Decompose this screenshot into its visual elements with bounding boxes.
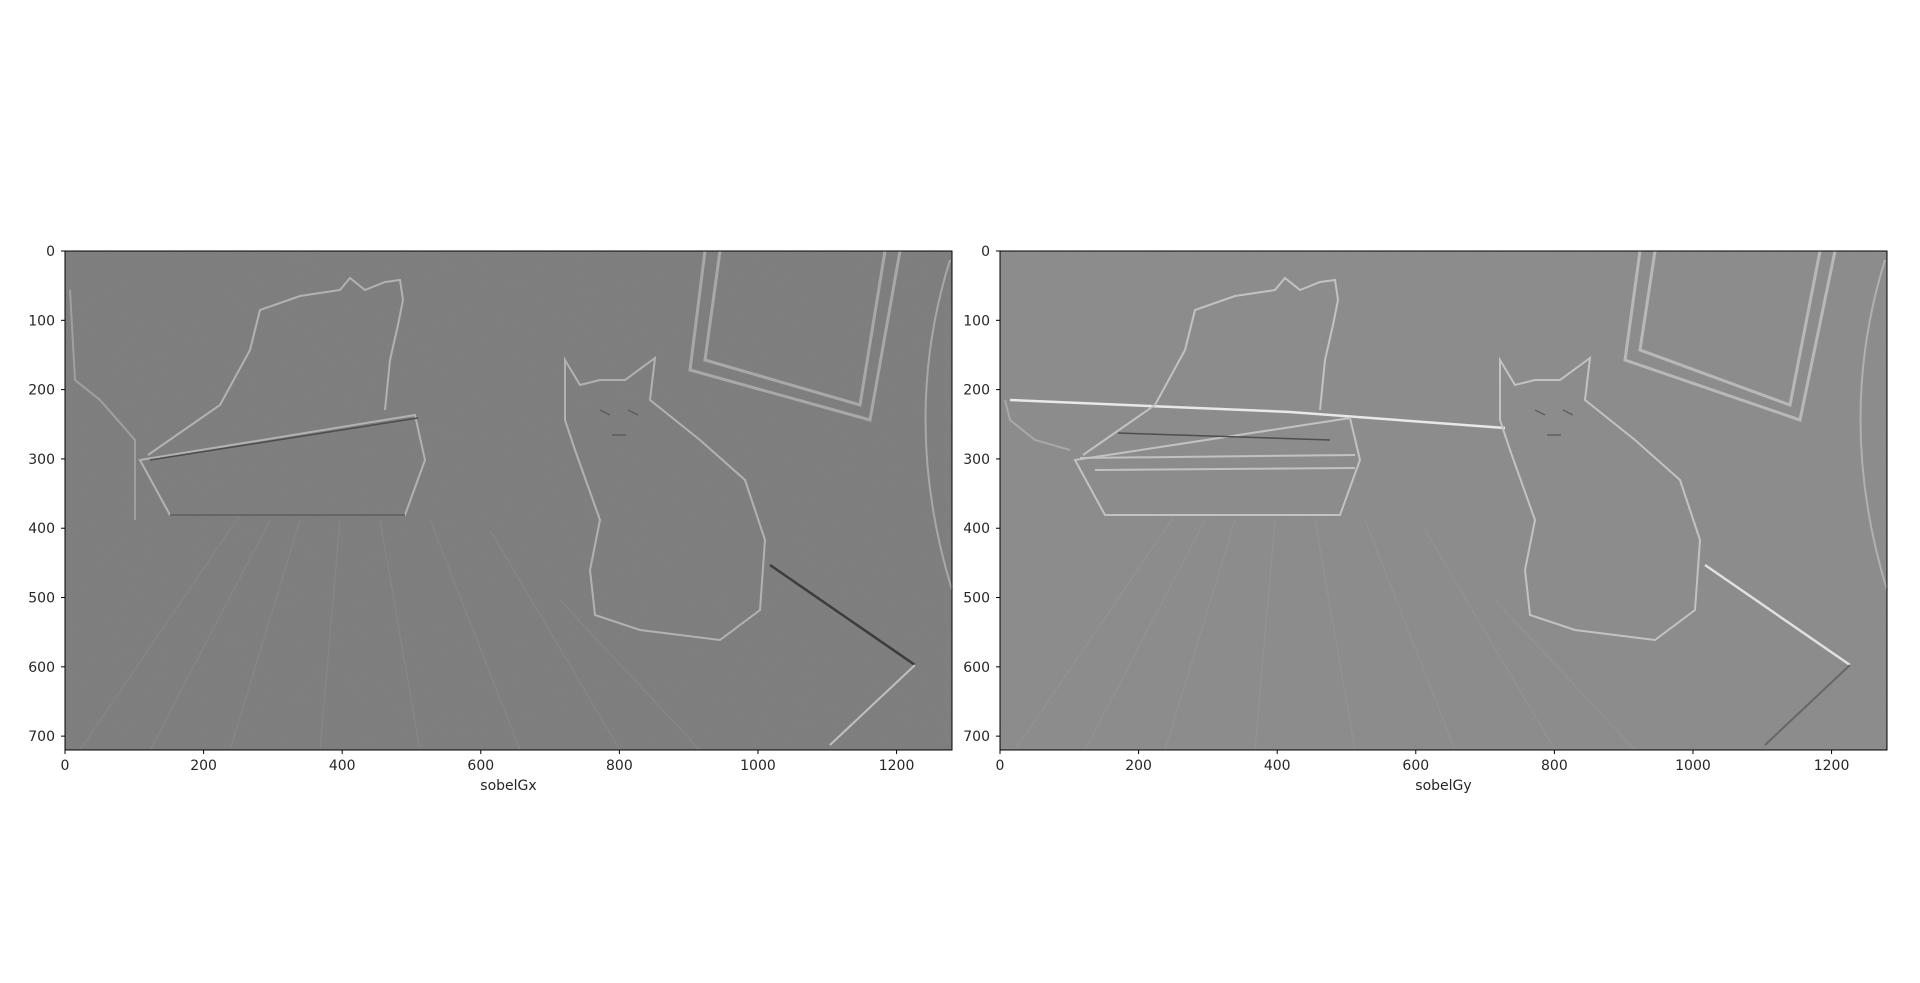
xtick-label: 1200: [879, 758, 915, 774]
xtick-label: 400: [329, 758, 356, 774]
ytick-label: 0: [46, 244, 55, 260]
panel-sobelGx: 0 200 400 600 800 1000 1200 0 100 200 300 400 500 600…: [28, 244, 953, 794]
ytick-label: 200: [28, 383, 55, 399]
xtick-label: 0: [996, 758, 1005, 774]
ticks-sobelGy: 0 200 400 600 800 1000 1200 0 100 200 300 400 500 600…: [963, 244, 1849, 774]
ticks-sobelGx: 0 200 400 600 800 1000 1200 0 100 200 300 400 500 600…: [28, 244, 914, 774]
panel-sobelGy: 0 200 400 600 800 1000 1200 0 100 200 300 400 500 600…: [963, 244, 1888, 794]
xtick-label: 400: [1264, 758, 1291, 774]
ytick-label: 400: [963, 521, 990, 537]
ytick-label: 300: [963, 452, 990, 468]
ytick-label: 500: [28, 591, 55, 607]
xtick-label: 200: [190, 758, 217, 774]
ytick-label: 100: [963, 313, 990, 329]
axes-frame-sobelGy: [999, 250, 1888, 751]
xtick-label: 1000: [740, 758, 776, 774]
image-sobelGy: [1000, 250, 1888, 751]
xtick-label: 1000: [1675, 758, 1711, 774]
xtick-label: 1200: [1814, 758, 1850, 774]
ytick-label: 300: [28, 452, 55, 468]
ytick-label: 700: [28, 729, 55, 745]
ytick-label: 100: [28, 313, 55, 329]
ytick-label: 0: [981, 244, 990, 260]
xtick-label: 600: [467, 758, 494, 774]
xtick-label: 200: [1125, 758, 1152, 774]
ytick-label: 400: [28, 521, 55, 537]
ytick-label: 600: [963, 660, 990, 676]
ytick-label: 700: [963, 729, 990, 745]
xtick-label: 800: [606, 758, 633, 774]
ytick-label: 200: [963, 383, 990, 399]
image-sobelGx: [65, 250, 953, 751]
axes-frame-sobelGx: [64, 250, 953, 751]
xtick-label: 600: [1402, 758, 1429, 774]
xlabel-sobelGy: sobelGy: [1415, 778, 1471, 794]
xtick-label: 800: [1541, 758, 1568, 774]
xtick-label: 0: [61, 758, 70, 774]
ytick-label: 600: [28, 660, 55, 676]
xlabel-sobelGx: sobelGx: [480, 778, 536, 794]
ytick-label: 500: [963, 591, 990, 607]
